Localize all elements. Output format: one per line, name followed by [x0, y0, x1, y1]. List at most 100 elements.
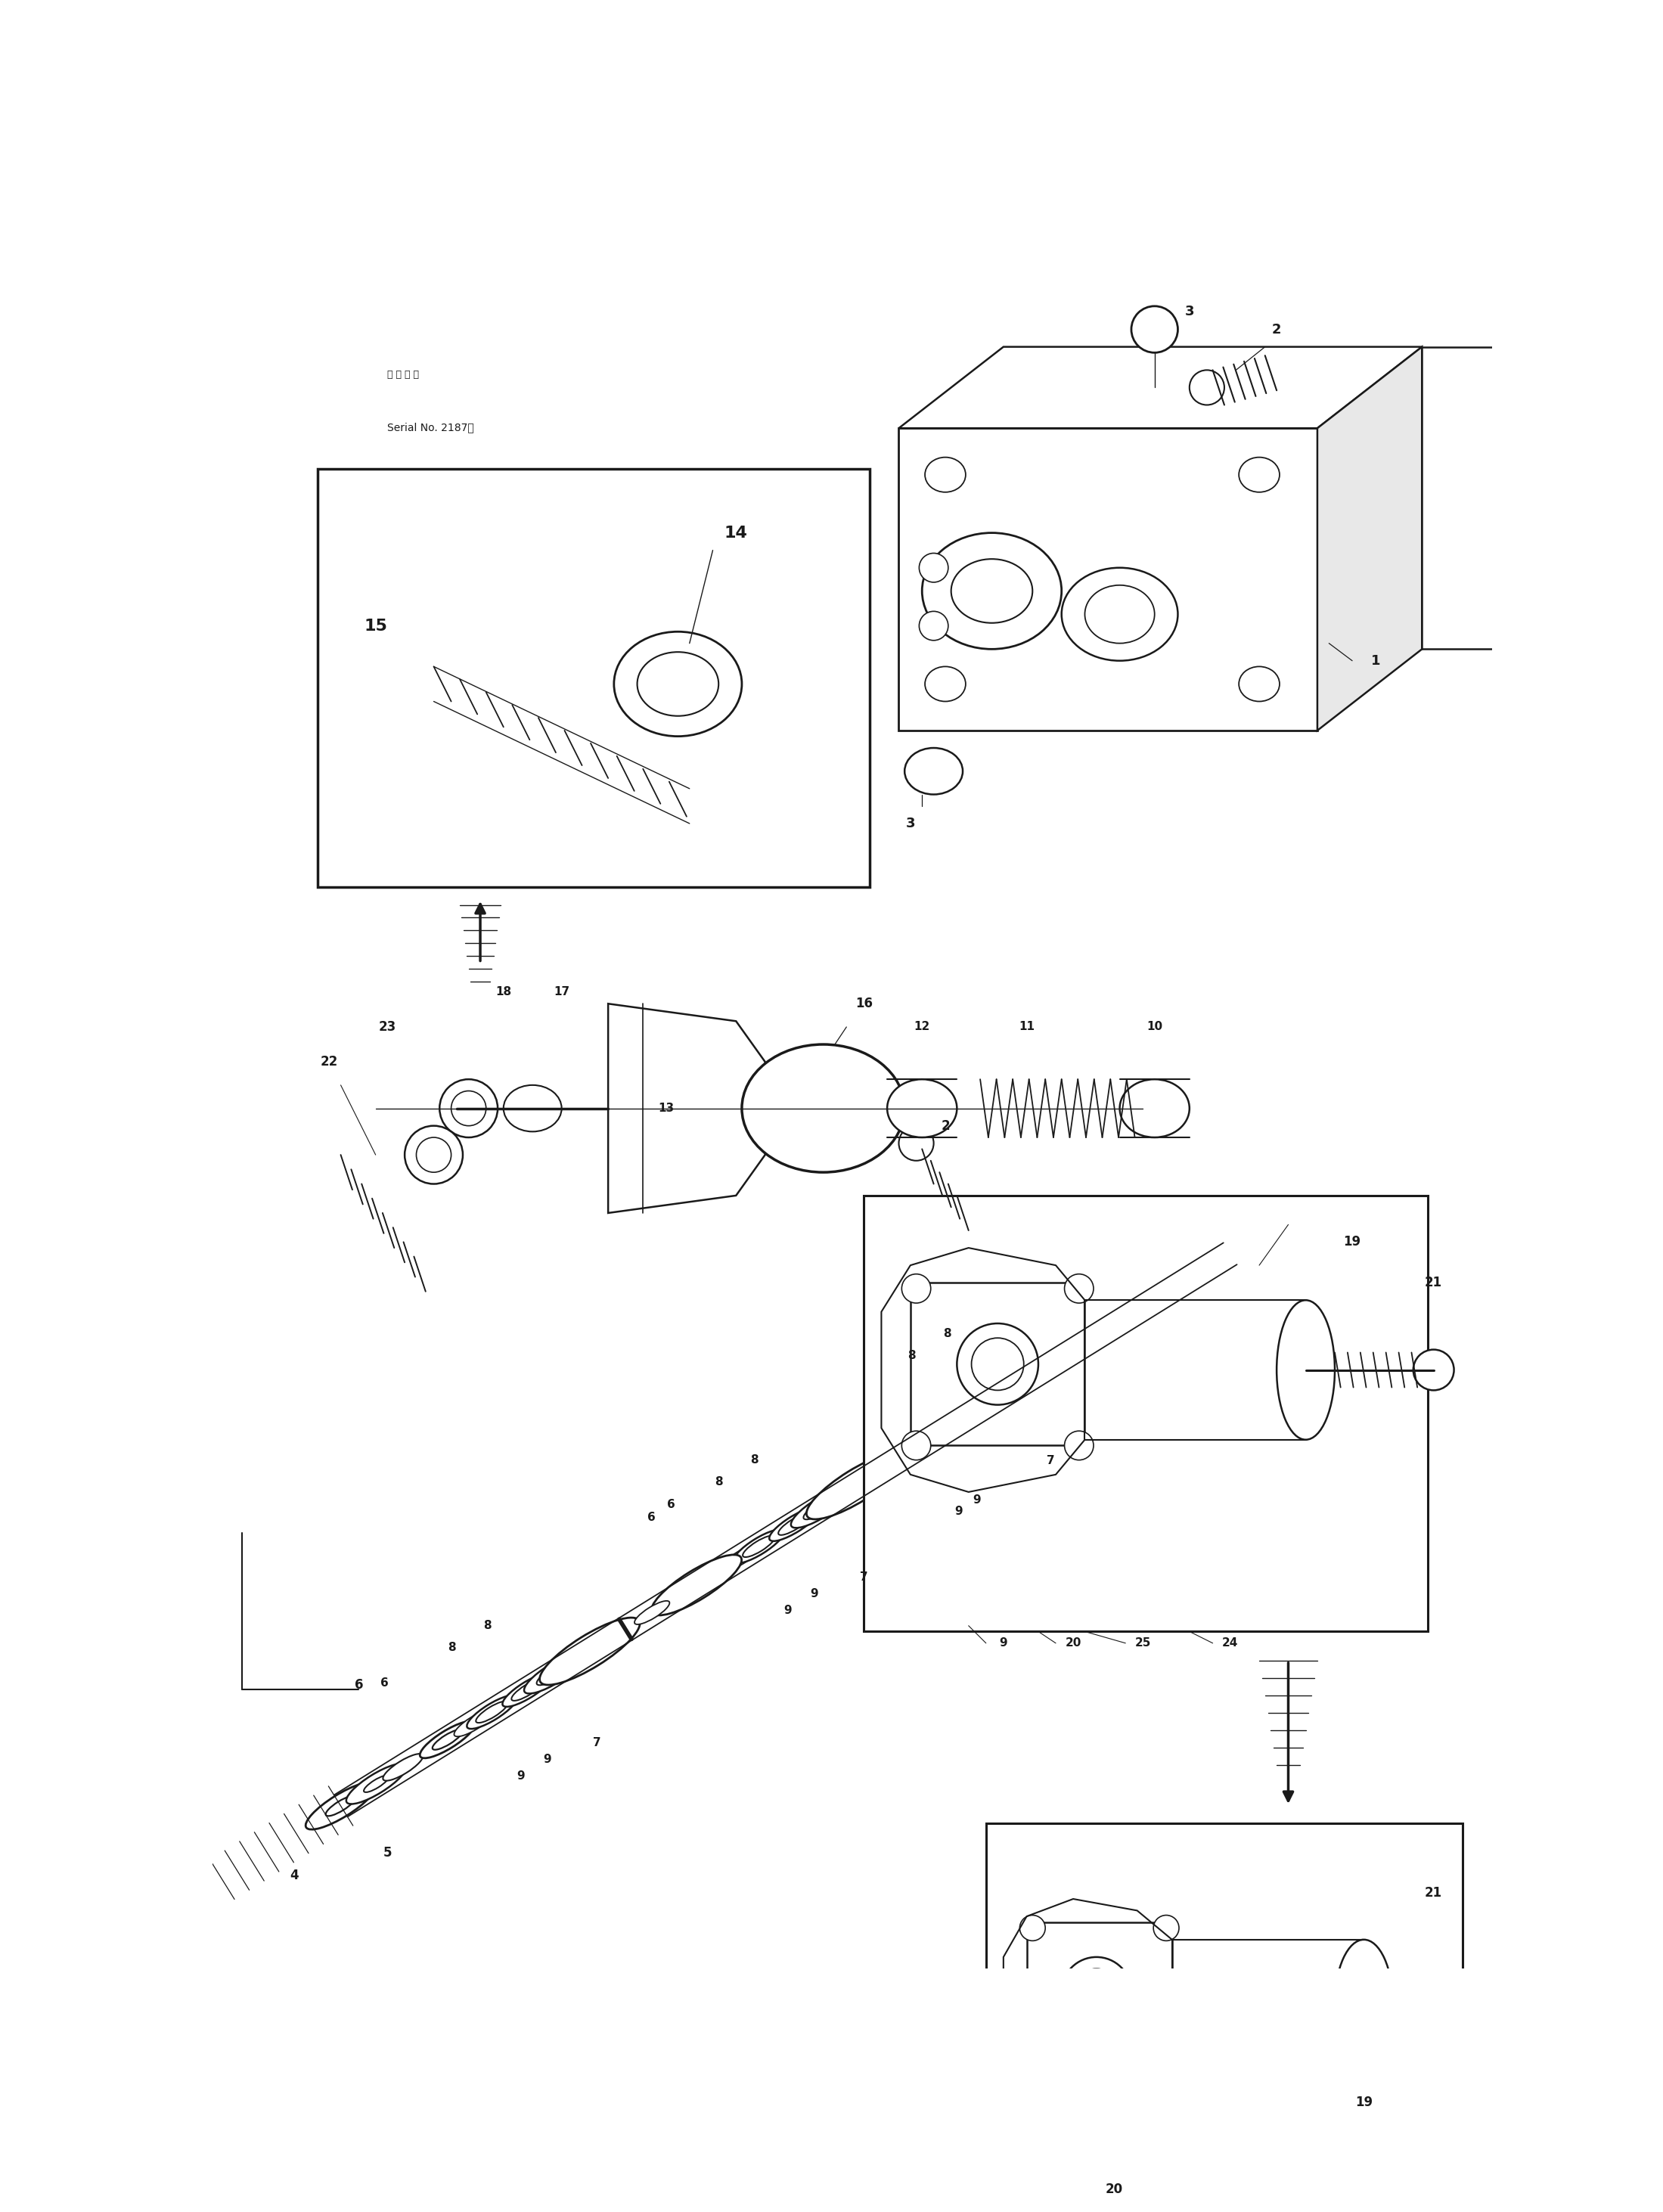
Text: 2: 2: [1272, 323, 1282, 336]
Text: 6: 6: [647, 1511, 655, 1522]
Ellipse shape: [913, 1385, 1013, 1453]
Text: 17: 17: [554, 987, 570, 998]
Polygon shape: [898, 347, 1422, 429]
Text: 3: 3: [1184, 305, 1194, 319]
Text: 20: 20: [1106, 2183, 1123, 2197]
Ellipse shape: [614, 633, 742, 737]
Ellipse shape: [1061, 1958, 1131, 2026]
Text: 8: 8: [715, 1475, 723, 1489]
Ellipse shape: [938, 1413, 971, 1436]
Text: 8: 8: [484, 1619, 492, 1632]
Text: 9: 9: [783, 1606, 792, 1617]
Ellipse shape: [925, 666, 966, 701]
Ellipse shape: [792, 1486, 851, 1528]
Ellipse shape: [921, 533, 1061, 648]
Text: 2: 2: [941, 1119, 950, 1133]
Ellipse shape: [432, 1730, 462, 1750]
Ellipse shape: [306, 1783, 376, 1829]
Ellipse shape: [439, 1079, 497, 1137]
Ellipse shape: [1041, 2106, 1106, 2170]
Ellipse shape: [1064, 1431, 1094, 1460]
Ellipse shape: [905, 748, 963, 794]
Text: 5: 5: [382, 1845, 391, 1860]
Ellipse shape: [524, 1652, 584, 1694]
Ellipse shape: [951, 560, 1033, 624]
Ellipse shape: [978, 1371, 1038, 1411]
Text: 10: 10: [1146, 1022, 1162, 1033]
Ellipse shape: [637, 653, 718, 717]
Text: 7: 7: [860, 1571, 868, 1582]
Text: 11: 11: [1019, 1022, 1034, 1033]
Text: 22: 22: [321, 1055, 338, 1068]
Text: 15: 15: [364, 619, 387, 633]
Text: 9: 9: [517, 1770, 526, 1783]
Text: 20: 20: [1064, 1637, 1081, 1648]
Text: 13: 13: [659, 1102, 674, 1115]
Text: 25: 25: [1134, 1637, 1151, 1648]
Bar: [863, 1194, 1429, 1632]
Text: 8: 8: [447, 1641, 456, 1655]
Text: 9: 9: [810, 1588, 818, 1599]
Ellipse shape: [698, 1564, 730, 1584]
Polygon shape: [1317, 347, 1422, 730]
Text: 7: 7: [594, 1736, 600, 1747]
Text: 4: 4: [289, 1869, 299, 1882]
Ellipse shape: [807, 1451, 906, 1520]
Ellipse shape: [1277, 1301, 1335, 1440]
Ellipse shape: [1064, 1274, 1094, 1303]
Text: 21: 21: [1425, 1887, 1442, 1900]
Ellipse shape: [1084, 586, 1154, 644]
Text: 適 用 号 機: 適 用 号 機: [387, 369, 419, 380]
Bar: [986, 1823, 1463, 2212]
Ellipse shape: [1189, 369, 1224, 405]
Text: 19: 19: [1344, 1234, 1360, 1250]
Ellipse shape: [989, 1380, 1026, 1402]
Ellipse shape: [722, 1544, 762, 1571]
Ellipse shape: [416, 1137, 451, 1172]
Ellipse shape: [539, 1617, 640, 1686]
Text: 9: 9: [973, 1495, 981, 1506]
Ellipse shape: [467, 1694, 517, 1730]
Text: 6: 6: [667, 1500, 675, 1511]
Bar: [1422, 347, 1550, 648]
Text: 9: 9: [544, 1754, 552, 1765]
Ellipse shape: [898, 1433, 940, 1460]
Ellipse shape: [965, 1387, 1014, 1420]
Ellipse shape: [1073, 1969, 1119, 2015]
Bar: [898, 429, 1317, 730]
Ellipse shape: [1019, 2048, 1046, 2075]
Ellipse shape: [1154, 1916, 1179, 1940]
Ellipse shape: [1061, 568, 1177, 661]
Polygon shape: [609, 1004, 765, 1212]
Ellipse shape: [326, 1796, 356, 1816]
Ellipse shape: [901, 1274, 931, 1303]
Ellipse shape: [743, 1535, 775, 1557]
Ellipse shape: [1239, 458, 1279, 491]
Ellipse shape: [898, 1126, 933, 1161]
Ellipse shape: [1335, 1940, 1394, 2068]
Text: 6: 6: [354, 1679, 363, 1692]
Ellipse shape: [687, 1555, 742, 1593]
Ellipse shape: [733, 1528, 783, 1564]
Text: 21: 21: [1425, 1276, 1442, 1290]
Ellipse shape: [476, 1701, 507, 1723]
Ellipse shape: [803, 1495, 838, 1520]
Ellipse shape: [1239, 666, 1279, 701]
Ellipse shape: [742, 1044, 905, 1172]
Ellipse shape: [971, 1338, 1024, 1391]
Bar: [1026, 1922, 1172, 2068]
Text: 23: 23: [379, 1020, 396, 1033]
Ellipse shape: [364, 1776, 389, 1792]
Text: 8: 8: [943, 1327, 951, 1338]
Ellipse shape: [504, 1086, 562, 1133]
Bar: [318, 469, 870, 887]
Ellipse shape: [1427, 1984, 1463, 2022]
Ellipse shape: [419, 1721, 476, 1759]
Ellipse shape: [1026, 2090, 1119, 2183]
Ellipse shape: [1119, 1079, 1189, 1137]
Bar: [910, 1283, 1084, 1444]
Text: 8: 8: [750, 1455, 758, 1467]
Ellipse shape: [652, 1555, 742, 1615]
Text: 7: 7: [1046, 1455, 1054, 1467]
Ellipse shape: [770, 1506, 820, 1542]
